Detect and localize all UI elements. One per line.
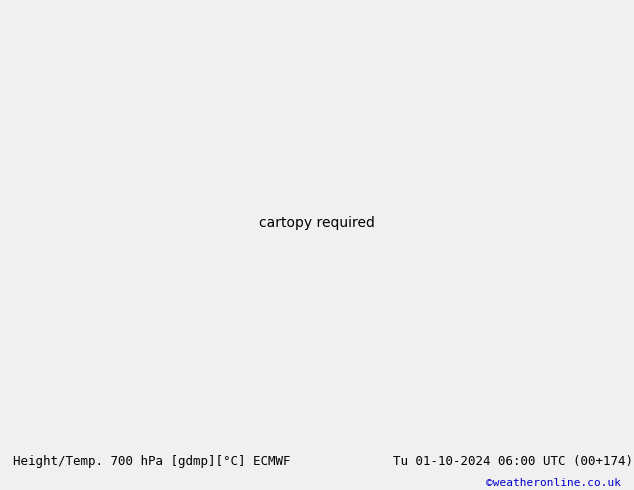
Text: Height/Temp. 700 hPa [gdmp][°C] ECMWF: Height/Temp. 700 hPa [gdmp][°C] ECMWF: [13, 455, 290, 468]
Text: cartopy required: cartopy required: [259, 216, 375, 230]
Text: Tu 01-10-2024 06:00 UTC (00+174): Tu 01-10-2024 06:00 UTC (00+174): [393, 455, 633, 468]
Text: ©weatheronline.co.uk: ©weatheronline.co.uk: [486, 478, 621, 489]
